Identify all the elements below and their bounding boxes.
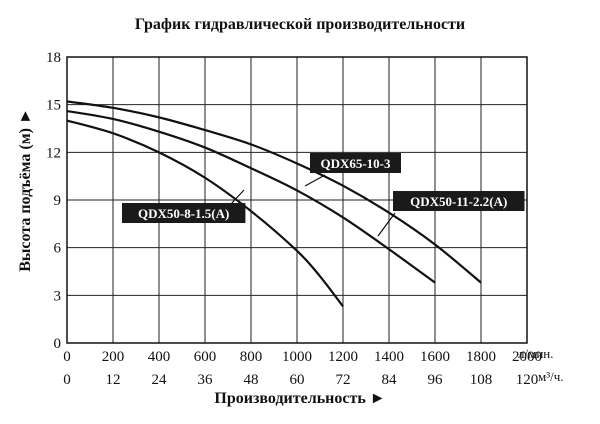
x-tick-label-primary: 400 <box>148 349 171 365</box>
x-tick-label-secondary: 36 <box>198 372 214 388</box>
series-curve <box>66 100 482 284</box>
x-tick-label-primary: 0 <box>63 349 71 365</box>
chart-title: График гидравлической производительности <box>135 16 465 33</box>
x-tick-label-secondary: 60 <box>290 372 305 388</box>
curves <box>66 100 482 308</box>
y-axis-title: Высота подъёма (м) ► <box>17 108 34 272</box>
y-tick-label: 3 <box>54 288 62 304</box>
x-tick-label-primary: 1400 <box>374 349 404 365</box>
x-tick-label-secondary: 72 <box>336 372 351 388</box>
x-tick-label-secondary: 84 <box>382 372 398 388</box>
y-tick-label: 18 <box>46 50 61 66</box>
x-unit-secondary: м³/ч. <box>538 369 564 384</box>
x-tick-label-primary: 1200 <box>328 349 358 365</box>
x-tick-label-primary: 1800 <box>466 349 496 365</box>
curve-labels: QDX65-10-3 QDX50-11-2.2(A) QDX50-8-1.5(A) <box>122 153 525 237</box>
x-tick-label-primary: 200 <box>102 349 125 365</box>
x-tick-label-primary: 600 <box>194 349 217 365</box>
y-tick-label: 0 <box>54 336 62 352</box>
series-label: QDX65-10-3 <box>320 156 391 171</box>
y-ticks: 0 3 6 9 12 15 18 <box>46 50 62 352</box>
series-curve <box>66 109 436 284</box>
x-tick-label-secondary: 48 <box>244 372 259 388</box>
x-ticks-secondary: 0 12 24 36 48 60 72 84 96 108 120 <box>63 372 538 388</box>
y-tick-label: 9 <box>54 193 62 209</box>
label-leader-line <box>304 174 326 187</box>
series-label: QDX50-8-1.5(A) <box>138 206 229 221</box>
x-tick-label-secondary: 96 <box>428 372 444 388</box>
x-tick-label-secondary: 120 <box>516 372 539 388</box>
y-tick-label: 12 <box>46 145 61 161</box>
x-tick-label-secondary: 24 <box>152 372 168 388</box>
x-unit-primary: л/мин. <box>518 346 554 361</box>
series-label-box <box>393 191 525 211</box>
x-tick-label-primary: 1000 <box>282 349 312 365</box>
x-tick-label-secondary: 12 <box>106 372 121 388</box>
y-tick-label: 6 <box>54 241 62 257</box>
x-tick-label-primary: 2000 <box>512 349 542 365</box>
label-leader-line <box>230 189 245 205</box>
x-axis-title: Производительность ► <box>214 390 385 407</box>
x-tick-label-primary: 1600 <box>420 349 450 365</box>
x-tick-label-primary: 800 <box>240 349 263 365</box>
x-ticks-primary: 0 200 400 600 800 1000 1200 1400 1600 1800 2000 <box>63 349 542 365</box>
x-tick-label-secondary: 108 <box>470 372 493 388</box>
series-label: QDX50-11-2.2(A) <box>410 194 507 209</box>
plot-frame <box>66 56 528 344</box>
label-leader-line <box>377 212 396 237</box>
series-label-box <box>310 153 401 173</box>
x-tick-label-secondary: 0 <box>63 372 71 388</box>
series-label-box <box>122 203 246 223</box>
series-curve <box>66 119 344 308</box>
y-tick-label: 15 <box>46 98 61 114</box>
